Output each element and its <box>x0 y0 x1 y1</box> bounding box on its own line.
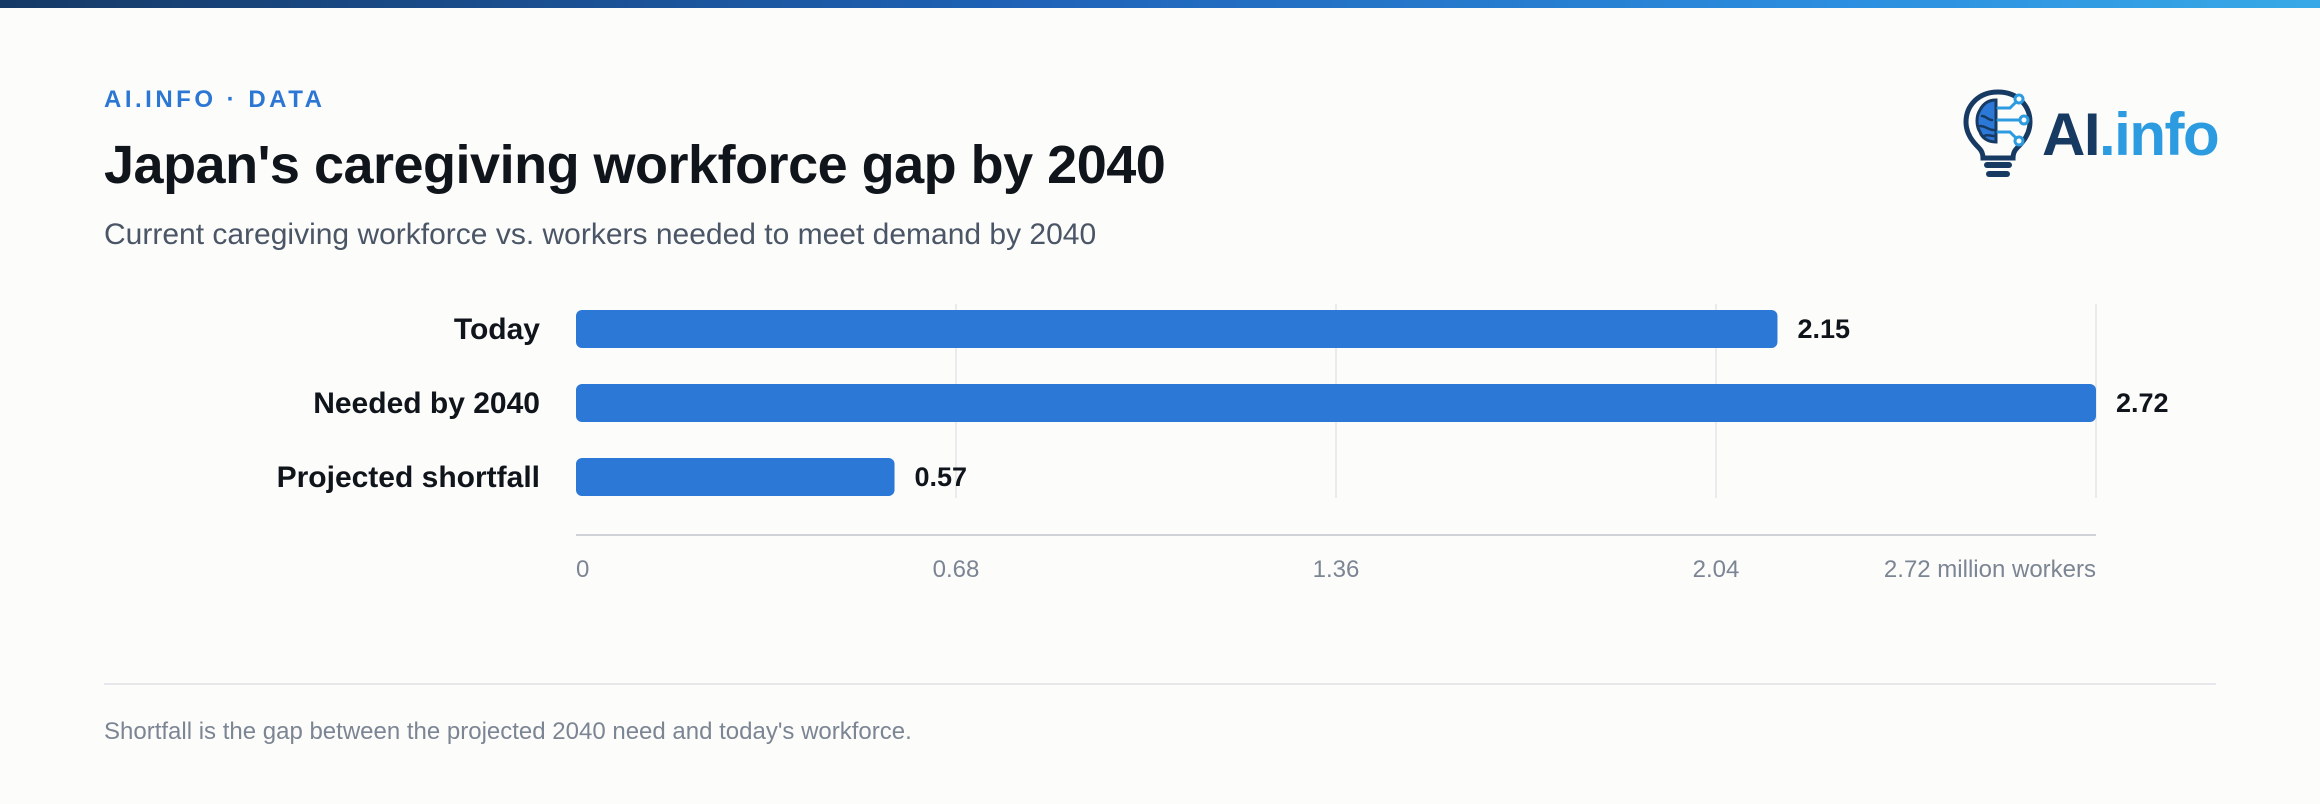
data-label: 2.72 <box>2116 388 2169 418</box>
top-accent-bar <box>0 0 2320 8</box>
footer-divider <box>104 683 2216 685</box>
tick-label: 0 <box>576 556 589 583</box>
bar-chart-svg: Today 2.15 Needed by 2040 2.72 Projected sho… <box>277 304 2169 583</box>
chart-subtitle: Current caregiving workforce vs. workers… <box>104 218 1097 251</box>
category-label: Today <box>454 313 540 346</box>
data-label: 0.57 <box>915 462 968 492</box>
bar-chart: Today 2.15 Needed by 2040 2.72 Projected sho… <box>0 290 2320 610</box>
logo-wordmark: AI.info <box>2042 101 2220 168</box>
tick-label: 0.68 <box>933 556 980 583</box>
tick-label: 1.36 <box>1313 556 1360 583</box>
brand-logo: AI.info <box>1958 86 2220 182</box>
lightbulb-brain-icon <box>1963 89 2033 177</box>
tick-label: 2.72 million workers <box>1884 556 2096 583</box>
eyebrow-label: AI.INFO · DATA <box>104 86 326 113</box>
data-label: 2.15 <box>1797 314 1850 344</box>
tick-label: 2.04 <box>1693 556 1740 583</box>
bar <box>576 458 895 496</box>
footnote: Shortfall is the gap between the project… <box>104 718 912 745</box>
bar <box>576 384 2096 422</box>
bar <box>576 310 1778 348</box>
category-label: Needed by 2040 <box>313 387 540 420</box>
category-label: Projected shortfall <box>277 461 540 494</box>
chart-title: Japan's caregiving workforce gap by 2040 <box>104 135 1166 195</box>
